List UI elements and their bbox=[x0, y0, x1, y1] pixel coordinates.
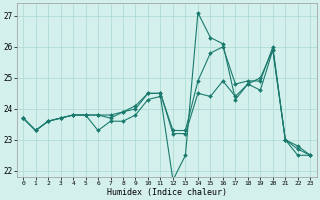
X-axis label: Humidex (Indice chaleur): Humidex (Indice chaleur) bbox=[107, 188, 227, 197]
